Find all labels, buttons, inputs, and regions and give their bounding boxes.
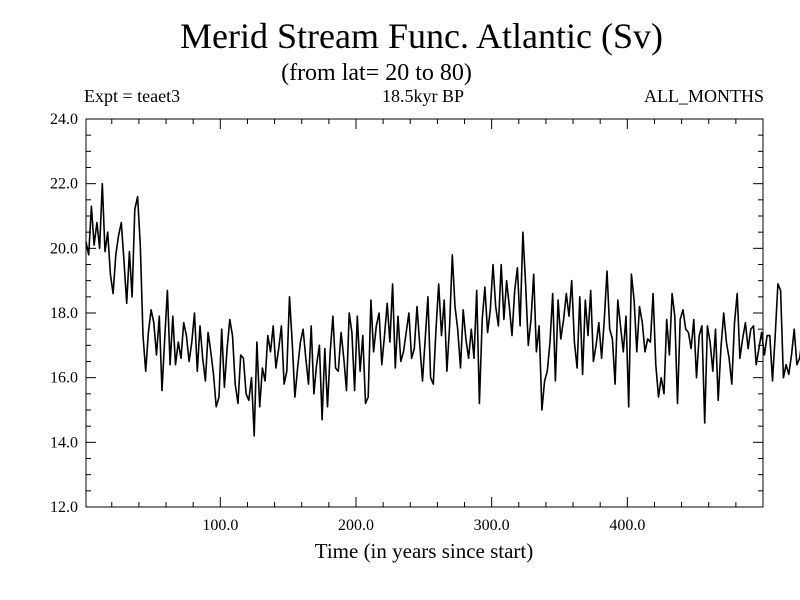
axis-tick-labels: 12.0 14.0 16.0 18.0 20.0 22.0 24.0 100.0 200.0 30… bbox=[50, 111, 645, 534]
experiment-label: Expt = teaet3 bbox=[84, 86, 181, 106]
plot-area-frame bbox=[85, 118, 764, 508]
chart-title: Merid Stream Func. Atlantic (Sv) bbox=[180, 16, 663, 56]
x-tick-label: 200.0 bbox=[338, 517, 374, 534]
period-label: 18.5kyr BP bbox=[381, 86, 464, 106]
x-tick-label: 300.0 bbox=[474, 517, 510, 534]
y-tick-label: 14.0 bbox=[50, 434, 78, 451]
y-tick-label: 12.0 bbox=[50, 499, 78, 516]
months-label: ALL_MONTHS bbox=[644, 86, 764, 106]
x-tick-label: 100.0 bbox=[202, 517, 238, 534]
y-tick-label: 18.0 bbox=[50, 305, 78, 322]
y-tick-label: 22.0 bbox=[50, 176, 78, 193]
y-tick-label: 24.0 bbox=[50, 111, 78, 128]
x-tick-label: 400.0 bbox=[609, 517, 645, 534]
axis-ticks bbox=[86, 118, 764, 508]
series-line bbox=[85, 182, 800, 437]
chart-subtitle: (from lat= 20 to 80) bbox=[281, 60, 472, 86]
y-tick-label: 16.0 bbox=[50, 370, 78, 387]
y-tick-label: 20.0 bbox=[50, 240, 78, 257]
x-axis-label: Time (in years since start) bbox=[315, 539, 534, 563]
